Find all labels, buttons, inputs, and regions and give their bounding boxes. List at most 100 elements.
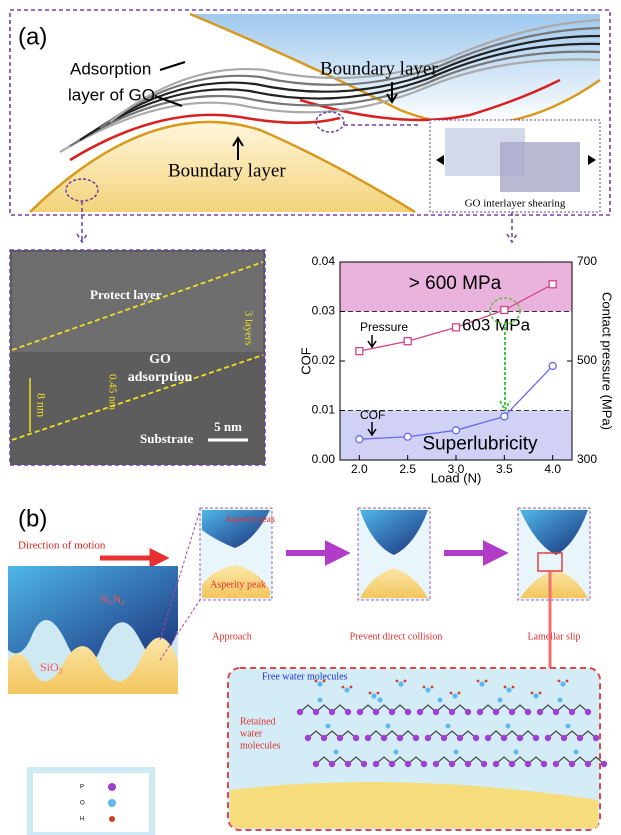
p-atom: [501, 735, 507, 741]
p-atom: [321, 735, 327, 741]
p-atom: [405, 761, 411, 767]
p-atom: [569, 761, 575, 767]
p-atom: [509, 761, 515, 767]
water-o: [425, 687, 430, 692]
water-h: [531, 692, 534, 695]
panel-a: (a) Adsorption layer of GO Boundary laye…: [10, 10, 610, 242]
annotation: 603 MPa: [462, 315, 531, 334]
p-atom: [525, 709, 531, 715]
annotation: Pressure: [360, 320, 408, 334]
p-atom: [389, 709, 395, 715]
o-atom: [514, 750, 519, 755]
p-atom: [425, 735, 431, 741]
y-tick-label: 0.04: [312, 254, 336, 268]
go-sheet: [500, 142, 580, 192]
o-atom: [506, 724, 511, 729]
p-atom: [361, 761, 367, 767]
label: Direction of motion: [18, 540, 106, 552]
legend-label: O: [80, 801, 85, 807]
water-h: [404, 680, 407, 683]
p-atom: [421, 761, 427, 767]
o-atom: [438, 698, 443, 703]
x-tick-label: 3.5: [496, 462, 513, 476]
annotation: COF: [360, 408, 385, 422]
legend-label: H: [80, 817, 84, 823]
water-h: [504, 686, 507, 689]
water-h: [350, 686, 353, 689]
step-label: Prevent direct collision: [350, 631, 443, 642]
water-h: [558, 680, 561, 683]
p-atom: [477, 709, 483, 715]
tem-label: 0.45 nm: [106, 374, 118, 411]
p-atom: [441, 735, 447, 741]
p-atom: [553, 761, 559, 767]
p-atom: [509, 709, 515, 715]
water-h: [431, 686, 434, 689]
p-atom: [593, 735, 599, 741]
p-atom: [433, 761, 439, 767]
o-atom: [326, 724, 331, 729]
p-atom: [545, 735, 551, 741]
p-atom: [381, 735, 387, 741]
tem-label: 8 nm: [34, 393, 48, 418]
water-h: [342, 686, 345, 689]
water-h: [458, 692, 461, 695]
o-atom: [386, 724, 391, 729]
marker: [549, 362, 556, 369]
p-atom: [485, 735, 491, 741]
marker: [501, 413, 508, 420]
o-atom: [334, 750, 339, 755]
label: layer of GO: [68, 85, 155, 104]
legend-swatch: [108, 799, 116, 807]
legend-swatch: [109, 816, 115, 822]
water-o: [452, 693, 457, 698]
o-atom: [558, 698, 563, 703]
marker: [356, 348, 363, 355]
water-o: [479, 681, 484, 686]
tem-label: Substrate: [140, 431, 194, 446]
p-atom: [457, 735, 463, 741]
page: {"panel_a": {"label": "(a)", "adsorption…: [0, 0, 621, 835]
p-atom: [561, 735, 567, 741]
p-atom: [465, 761, 471, 767]
label: GO interlayer shearing: [465, 198, 566, 210]
water-o: [371, 693, 376, 698]
legend-box: [30, 770, 152, 835]
y2-tick-label: 700: [577, 254, 597, 268]
p-atom: [373, 761, 379, 767]
p-atom: [525, 761, 531, 767]
p-atom: [405, 709, 411, 715]
water-h: [485, 680, 488, 683]
p-atom: [433, 709, 439, 715]
water-o: [560, 681, 565, 686]
p-atom: [541, 761, 547, 767]
p-atom: [417, 709, 423, 715]
o-atom: [454, 750, 459, 755]
chart: COF Contact pressure (MPa) Load (N) > 60…: [298, 254, 614, 485]
water-o: [344, 687, 349, 692]
o-atom: [574, 750, 579, 755]
tem-label: Protect layer: [90, 287, 162, 302]
marker: [404, 433, 411, 440]
legend-swatch: [108, 783, 116, 791]
label: Adsorption: [70, 59, 151, 78]
p-atom: [357, 709, 363, 715]
p-atom: [413, 735, 419, 741]
p-atom: [533, 735, 539, 741]
arrow: [286, 545, 344, 561]
y-tick-label: 0.03: [312, 304, 336, 318]
p-atom: [313, 761, 319, 767]
y-tick-label: 0.02: [312, 353, 336, 367]
step-label: Lamellar slip: [527, 631, 580, 642]
label: Asperity peak: [225, 514, 276, 524]
label: Boundary layer: [168, 160, 286, 181]
water-h: [539, 692, 542, 695]
tem-label: GO: [149, 352, 171, 367]
p-atom: [577, 735, 583, 741]
p-atom: [345, 709, 351, 715]
p-atom: [389, 761, 395, 767]
label: molecules: [240, 740, 281, 751]
x-tick-label: 2.5: [399, 462, 416, 476]
label: Free water molecules: [262, 671, 348, 682]
water-h: [477, 680, 480, 683]
